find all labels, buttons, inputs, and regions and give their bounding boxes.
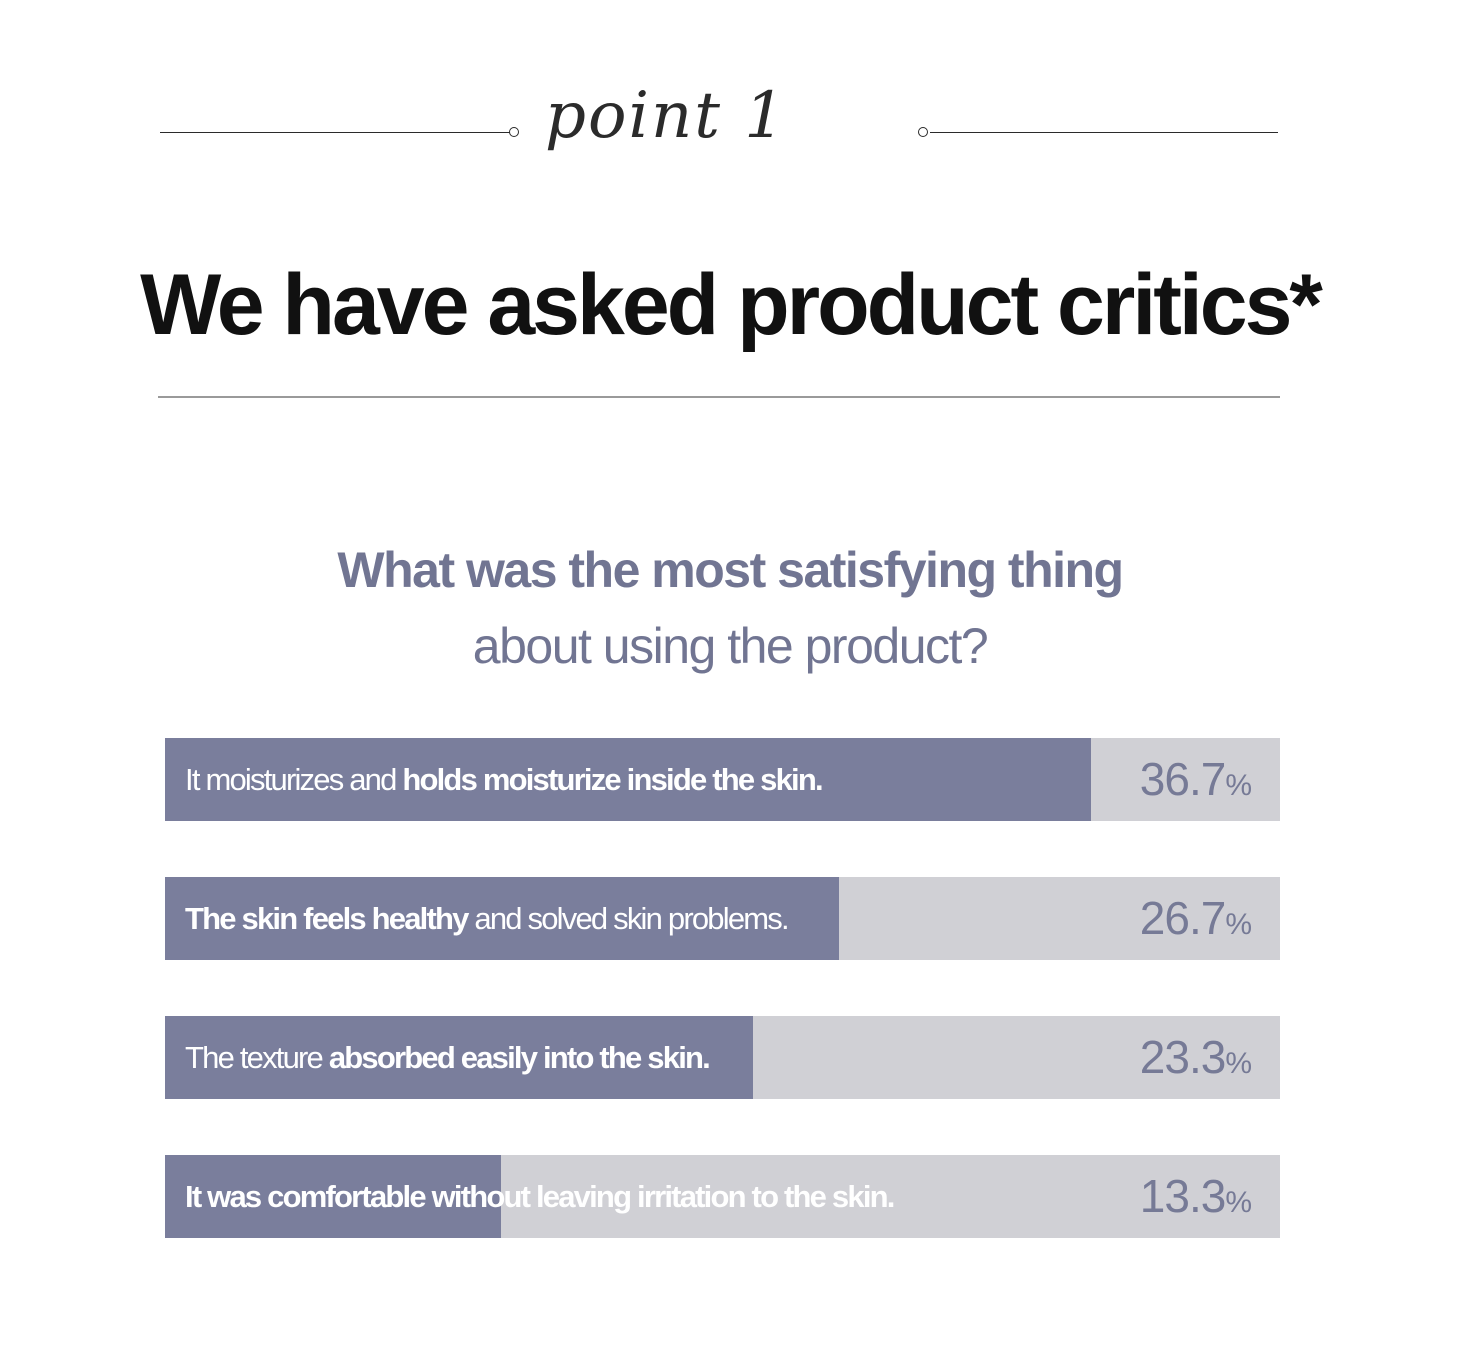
bar-label-part: The texture bbox=[185, 1040, 329, 1075]
bar-track: The texture absorbed easily into the ski… bbox=[165, 1016, 1280, 1099]
point-header: point 1 bbox=[0, 70, 1460, 210]
bar-label: It was comfortable without leaving irrit… bbox=[185, 1155, 895, 1238]
bar-track: It was comfortable without leaving irrit… bbox=[165, 1155, 1280, 1238]
bar-label-bold-part: The skin feels healthy bbox=[185, 901, 469, 936]
bar-label: The texture absorbed easily into the ski… bbox=[185, 1016, 711, 1099]
point-script-label: point 1 bbox=[545, 79, 787, 153]
bar-label-part: It moisturizes and bbox=[185, 762, 403, 797]
bar-value-number: 13.3 bbox=[1139, 1170, 1227, 1222]
bar-label: The skin feels healthy and solved skin p… bbox=[185, 877, 790, 960]
bar-label-part: and solved skin problems. bbox=[467, 901, 789, 936]
bar-value: 36.7% bbox=[1140, 738, 1252, 821]
title-divider bbox=[158, 396, 1280, 398]
bar-value: 13.3% bbox=[1140, 1155, 1252, 1238]
bar-value: 23.3% bbox=[1140, 1016, 1252, 1099]
bar-track: It moisturizes and holds moisturize insi… bbox=[165, 738, 1280, 821]
header-rule-right bbox=[930, 132, 1278, 133]
satisfaction-bar-chart: It moisturizes and holds moisturize insi… bbox=[165, 738, 1280, 1238]
bar-track: The skin feels healthy and solved skin p… bbox=[165, 877, 1280, 960]
bar-label-bold-part: absorbed easily into the skin. bbox=[328, 1040, 711, 1075]
bar-value-unit: % bbox=[1225, 769, 1252, 802]
bar-label: It moisturizes and holds moisturize insi… bbox=[185, 738, 824, 821]
bar-value-unit: % bbox=[1225, 1047, 1252, 1080]
bar-value-number: 26.7 bbox=[1139, 892, 1227, 944]
header-rule-left bbox=[160, 132, 510, 133]
bar-value-number: 36.7 bbox=[1139, 753, 1227, 805]
bar-fill bbox=[165, 1155, 501, 1238]
question-line-2: about using the product? bbox=[472, 618, 989, 674]
header-dot-right bbox=[918, 127, 928, 137]
bar-label-bold-part: It was comfortable without leaving irrit… bbox=[185, 1179, 895, 1214]
bar-fill bbox=[165, 1016, 753, 1099]
bar-value-unit: % bbox=[1225, 1186, 1252, 1219]
bar-fill bbox=[165, 877, 839, 960]
bar-value-unit: % bbox=[1225, 908, 1252, 941]
page-title: We have asked product critics* bbox=[140, 257, 1323, 353]
bar-value: 26.7% bbox=[1140, 877, 1252, 960]
bar-label-bold-part: holds moisturize inside the skin. bbox=[402, 762, 823, 797]
question-line-1: What was the most satisfying thing bbox=[337, 542, 1124, 598]
header-dot-left bbox=[509, 127, 519, 137]
survey-question: What was the most satisfying thing about… bbox=[0, 532, 1460, 684]
bar-value-number: 23.3 bbox=[1139, 1031, 1227, 1083]
bar-fill bbox=[165, 738, 1091, 821]
